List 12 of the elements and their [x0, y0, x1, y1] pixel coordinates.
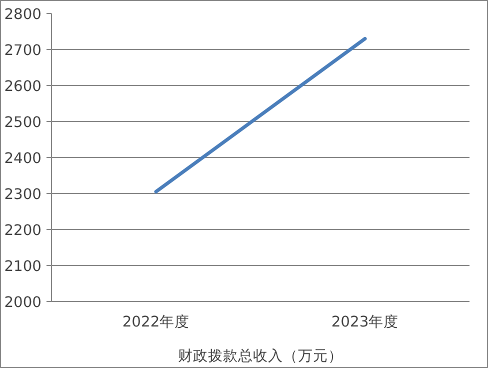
x-tick-label: 2023年度 — [331, 314, 399, 330]
y-tick-label: 2600 — [4, 78, 42, 95]
x-axis-title: 财政拨款总收入（万元） — [178, 348, 343, 364]
y-tick-label: 2000 — [4, 294, 42, 311]
y-tick-label: 2300 — [4, 186, 42, 203]
y-tick-label: 2500 — [4, 114, 42, 131]
y-tick-label: 2400 — [4, 150, 42, 167]
y-tick-label: 2800 — [4, 6, 42, 23]
x-tick-label: 2022年度 — [122, 314, 190, 330]
y-tick-label: 2200 — [4, 222, 42, 239]
y-tick-label: 2100 — [4, 258, 42, 275]
y-tick-label: 2700 — [4, 42, 42, 59]
